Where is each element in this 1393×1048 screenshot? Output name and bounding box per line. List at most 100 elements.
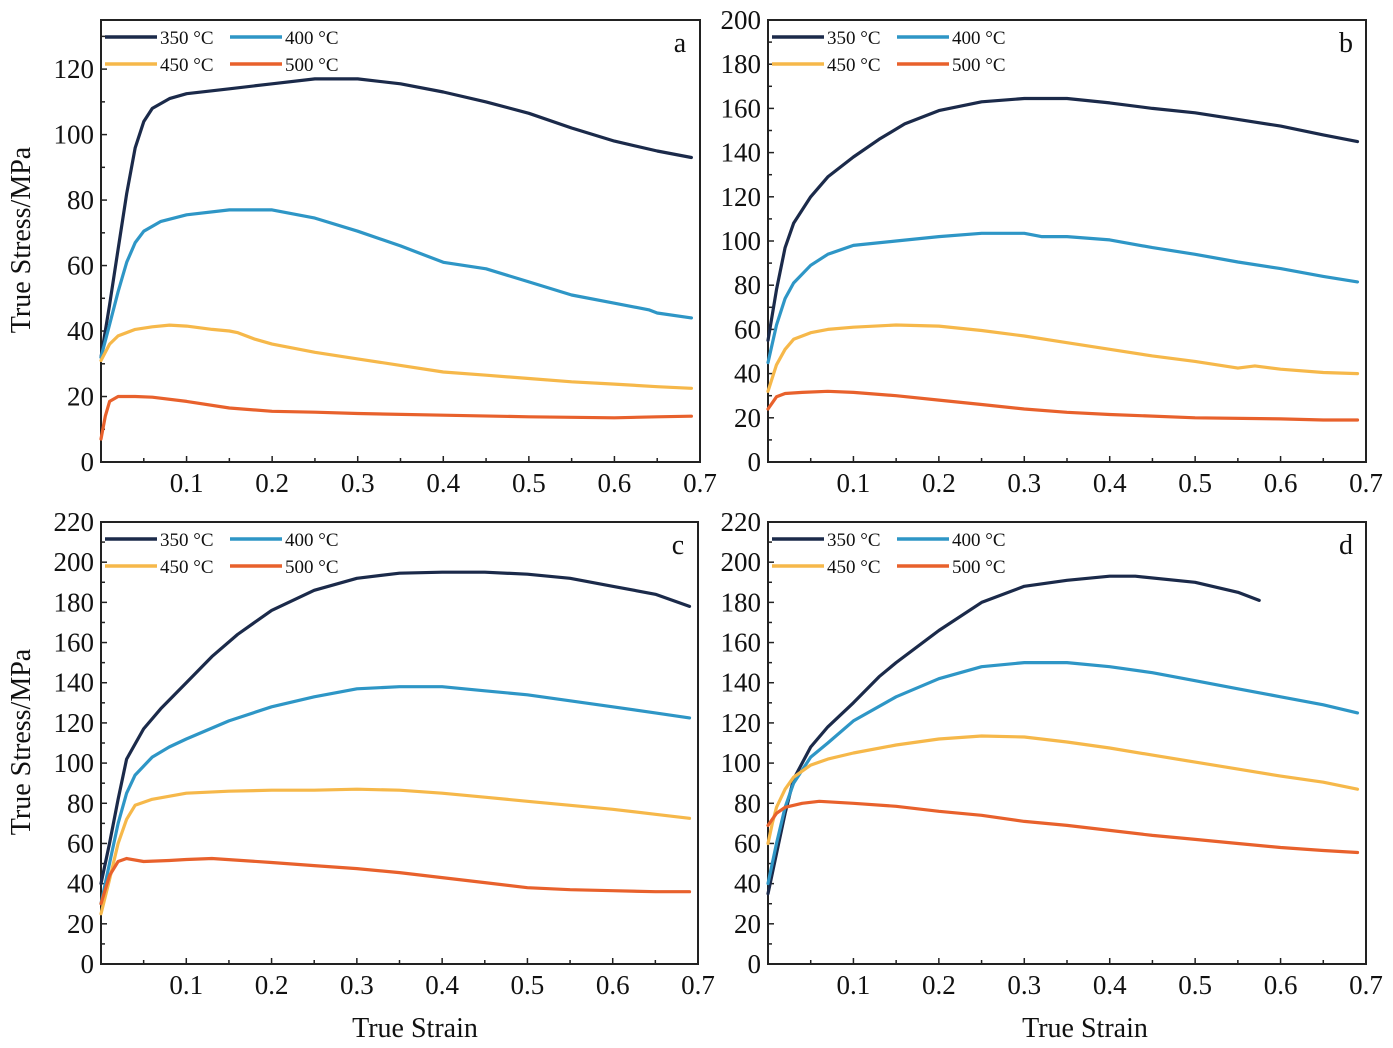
- y-tick-label: 120: [54, 54, 95, 84]
- legend: 350 °C 400 °C 450 °C 500 °C: [772, 530, 1006, 578]
- y-tick-label: 220: [721, 507, 762, 537]
- legend-label: 500 °C: [285, 55, 339, 76]
- y-tick-label: 20: [734, 909, 761, 939]
- y-tick-label: 40: [734, 869, 761, 899]
- y-tick-label: 20: [67, 382, 94, 412]
- series-line-400c: [99, 685, 692, 906]
- legend-label: 500 °C: [952, 55, 1006, 76]
- x-axis-title-right: True Strain: [1022, 1013, 1148, 1044]
- series-line-350c: [766, 96, 1360, 342]
- y-tick-label: 100: [54, 748, 95, 778]
- series-line-400c: [766, 661, 1360, 886]
- x-tick-label: 0.2: [922, 468, 956, 498]
- legend-label: 450 °C: [160, 55, 214, 76]
- x-tick-label: 0.3: [1007, 970, 1041, 1000]
- x-tick-label: 0.7: [1349, 970, 1383, 1000]
- plot-frame: [100, 521, 699, 965]
- panel-a: 0 20 40 60 80 100 120 0.1 0.2 0.3 0.4 0.5 0.6 0.7 350 …: [54, 19, 717, 498]
- y-tick-label: 220: [54, 507, 95, 537]
- y-tick-label: 180: [54, 587, 95, 617]
- panel-letter: b: [1339, 28, 1353, 59]
- x-tick-label: 0.2: [922, 970, 956, 1000]
- x-axis-title-left: True Strain: [352, 1013, 478, 1044]
- y-tick-label: 80: [67, 788, 94, 818]
- x-tick-label: 0.2: [255, 970, 289, 1000]
- y-tick-label: 40: [67, 869, 94, 899]
- x-tick-label: 0.4: [426, 468, 460, 498]
- legend-label: 400 °C: [285, 28, 339, 49]
- panel-d: 0 20 40 60 80 100 120 140 160 180 200 220 0.1 0.2 0.3 0…: [721, 507, 1383, 1000]
- legend-label: 400 °C: [952, 530, 1006, 551]
- panel-letter: a: [674, 28, 687, 59]
- legend-label: 400 °C: [952, 28, 1006, 49]
- y-tick-label: 20: [734, 403, 761, 433]
- legend-label: 350 °C: [160, 530, 214, 551]
- x-tick-label: 0.6: [598, 468, 632, 498]
- legend-label: 500 °C: [952, 557, 1006, 578]
- plot-frame: [767, 19, 1367, 463]
- y-tick-label: 60: [67, 828, 94, 858]
- y-tick-label: 80: [734, 270, 761, 300]
- series-line-500c: [99, 856, 692, 906]
- legend-label: 350 °C: [827, 530, 881, 551]
- y-tick-label: 0: [81, 447, 95, 477]
- y-tick-label: 180: [721, 49, 762, 79]
- y-tick-label: 20: [67, 909, 94, 939]
- y-axis-title-bottom: True Stress/MPa: [6, 648, 37, 835]
- panel-c: 0 20 40 60 80 100 120 140 160 180 200 220 0.1 0.2 0.3 0…: [54, 507, 715, 1000]
- x-tick-label: 0.4: [425, 970, 459, 1000]
- y-tick-label: 140: [54, 668, 95, 698]
- legend-label: 350 °C: [160, 28, 214, 49]
- y-tick-label: 160: [721, 628, 762, 658]
- x-tick-label: 0.4: [1093, 468, 1127, 498]
- legend: 350 °C 400 °C 450 °C 500 °C: [105, 530, 339, 578]
- legend-label: 350 °C: [827, 28, 881, 49]
- y-tick-label: 120: [721, 708, 762, 738]
- panel-letter: d: [1339, 530, 1353, 561]
- x-tick-label: 0.3: [341, 468, 375, 498]
- x-tick-label: 0.4: [1093, 970, 1127, 1000]
- y-tick-label: 120: [721, 182, 762, 212]
- y-tick-label: 140: [721, 138, 762, 168]
- x-tick-label: 0.5: [512, 468, 546, 498]
- x-tick-label: 0.3: [340, 970, 374, 1000]
- legend-label: 400 °C: [285, 530, 339, 551]
- y-axis-title-top: True Stress/MPa: [6, 146, 37, 333]
- x-tick-label: 0.6: [596, 970, 630, 1000]
- y-tick-label: 100: [721, 748, 762, 778]
- legend: 350 °C 400 °C 450 °C 500 °C: [105, 28, 339, 76]
- legend: 350 °C 400 °C 450 °C 500 °C: [772, 28, 1006, 76]
- x-tick-label: 0.3: [1007, 468, 1041, 498]
- series-line-350c: [766, 574, 1261, 896]
- panel-b: 0 20 40 60 80 100 120 140 160 180 200 0.1 0.2 0.3 0.4 0…: [721, 5, 1383, 498]
- y-tick-label: 40: [67, 316, 94, 346]
- x-tick-label: 0.7: [1349, 468, 1383, 498]
- y-tick-label: 140: [721, 668, 762, 698]
- series-line-500c: [99, 394, 693, 441]
- y-tick-label: 160: [721, 93, 762, 123]
- x-tick-label: 0.5: [1178, 970, 1212, 1000]
- x-tick-label: 0.7: [683, 468, 717, 498]
- series-line-450c: [766, 734, 1360, 846]
- x-tick-label: 0.5: [511, 970, 545, 1000]
- series-line-400c: [99, 208, 693, 359]
- x-tick-label: 0.6: [1264, 970, 1298, 1000]
- y-tick-label: 120: [54, 708, 95, 738]
- y-tick-label: 0: [748, 447, 762, 477]
- series-line-350c: [99, 77, 693, 359]
- y-tick-label: 60: [734, 828, 761, 858]
- y-tick-label: 200: [54, 547, 95, 577]
- y-tick-label: 80: [734, 788, 761, 818]
- y-tick-label: 0: [748, 949, 762, 979]
- y-tick-label: 200: [721, 5, 762, 35]
- y-tick-label: 160: [54, 628, 95, 658]
- series-line-500c: [766, 799, 1360, 855]
- x-tick-label: 0.7: [681, 970, 715, 1000]
- y-tick-label: 0: [81, 949, 95, 979]
- series-line-500c: [766, 389, 1360, 422]
- x-tick-label: 0.2: [255, 468, 289, 498]
- y-tick-label: 60: [67, 251, 94, 281]
- plot-frame: [100, 19, 701, 463]
- x-tick-label: 0.1: [169, 970, 203, 1000]
- x-tick-label: 0.1: [837, 970, 871, 1000]
